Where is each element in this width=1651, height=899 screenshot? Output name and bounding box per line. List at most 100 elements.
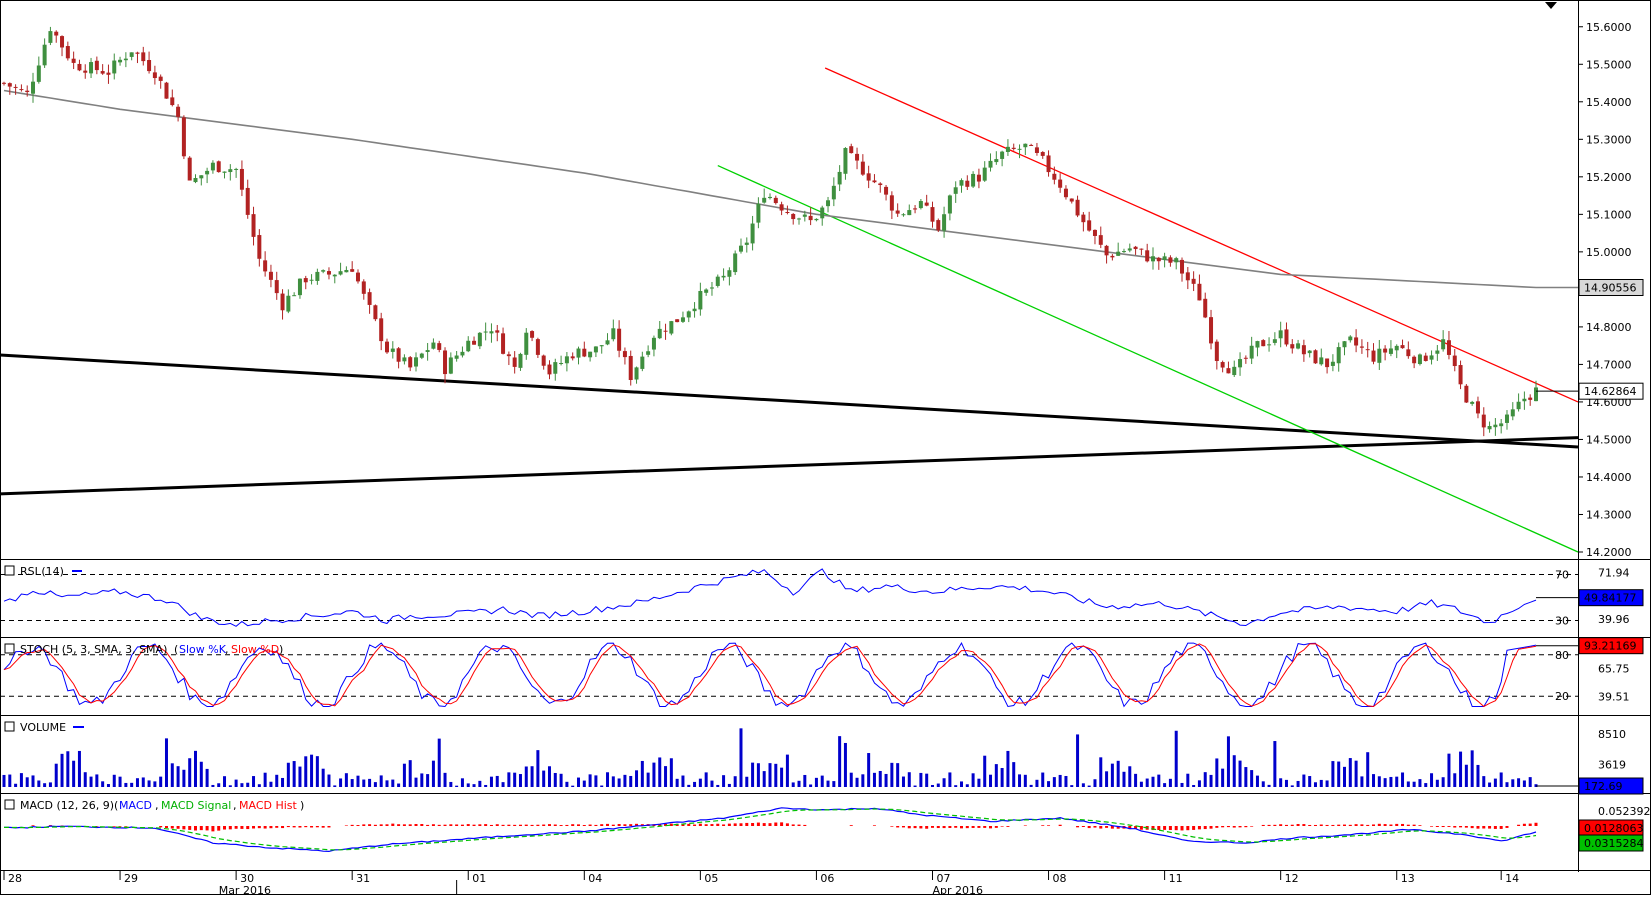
volume-bar (1035, 779, 1039, 787)
volume-bar (182, 769, 186, 787)
volume-bar (838, 736, 842, 787)
macd-hist-bar (1528, 823, 1532, 826)
candle-body (1359, 346, 1364, 348)
candle (947, 194, 952, 221)
candle (187, 156, 192, 181)
candle-body (1162, 256, 1167, 261)
volume-bar (431, 760, 435, 787)
macd-hist-bar (1453, 826, 1457, 828)
candle-body (1034, 147, 1039, 153)
candle-body (1180, 259, 1185, 274)
close-box-icon[interactable] (4, 565, 15, 576)
candle-body (826, 200, 831, 207)
candle-body (733, 253, 738, 273)
candle-body (123, 58, 128, 61)
macd-hist-bar (495, 824, 499, 826)
volume-bar (1302, 774, 1306, 787)
volume-bar (954, 785, 958, 787)
candle-body (1052, 173, 1057, 180)
candle (953, 181, 958, 203)
volume-bar (693, 781, 697, 787)
candle (205, 167, 210, 184)
volume-bar (1186, 773, 1190, 787)
volume-bar (1424, 783, 1428, 787)
candle (1226, 361, 1231, 374)
candle-body (1296, 343, 1301, 349)
close-box-icon[interactable] (4, 721, 15, 732)
candle-body (1441, 339, 1446, 350)
candle-body (1528, 397, 1533, 400)
candle-body (164, 82, 169, 99)
candle-body (779, 204, 784, 211)
macd-hist-bar (913, 826, 917, 829)
candle-body (1226, 368, 1231, 374)
volume-caption[interactable]: VOLUME (4, 721, 84, 734)
macd-hist-bar (524, 824, 528, 826)
price-panel: 15.6000 15.5000 15.4000 15.3000 15.2000 15.10… (0, 21, 1644, 559)
candle (1098, 226, 1103, 249)
volume-bar (484, 784, 488, 787)
macd-hist-bar (722, 824, 726, 826)
volume-bar (1134, 773, 1138, 787)
candle (872, 174, 877, 184)
candle (425, 343, 430, 361)
volume-bar (1348, 758, 1352, 787)
candle-body (1046, 155, 1051, 173)
candle-body (367, 292, 372, 305)
stoch-d-name: Slow %D (231, 643, 279, 656)
candle-body (48, 31, 53, 43)
candle (704, 288, 709, 296)
candle (524, 328, 529, 360)
candle-body (1005, 146, 1010, 152)
close-box-icon[interactable] (4, 643, 15, 654)
candle-body (628, 355, 633, 381)
volume-bar (1372, 774, 1376, 787)
scroll-marker-icon[interactable] (1545, 2, 1557, 9)
candle-body (947, 195, 952, 214)
candle-body (965, 180, 970, 187)
candle-body (1417, 354, 1422, 365)
volume-bar (414, 777, 418, 787)
volume-bar (507, 772, 511, 787)
macd-hist-bar (1290, 824, 1294, 826)
candle (1156, 256, 1161, 270)
candle (820, 205, 825, 226)
candle (634, 366, 639, 384)
svg-text:): ) (279, 643, 283, 656)
candle-body (547, 364, 552, 375)
candle (797, 217, 802, 225)
volume-bar (153, 781, 157, 787)
candle (1000, 150, 1005, 167)
candle (930, 201, 935, 228)
candle (1481, 407, 1486, 437)
macd-hist-bar (565, 824, 569, 826)
candle (617, 320, 622, 358)
macd-hist-bar (124, 826, 128, 827)
macd-hist-bar (449, 824, 453, 826)
macd-hist-bar (727, 823, 731, 826)
rsi-caption[interactable]: RSI (14) (4, 565, 82, 578)
candle-body (1284, 329, 1289, 345)
macd-hist-bar (739, 823, 743, 826)
price-tick-label: 15.2000 (1586, 171, 1632, 184)
macd-caption[interactable]: MACD (12, 26, 9) ( MACD , MACD Signal , … (4, 799, 304, 812)
candle-body (773, 197, 778, 204)
macd-signal-value-tag: 0.0315284 (1578, 834, 1644, 852)
candle (768, 193, 772, 200)
volume-bar (600, 785, 604, 787)
stoch-caption[interactable]: STOCH (5, 3, SMA, 3, SMA) ( Slow %K , Sl… (4, 643, 283, 656)
volume-bar (971, 773, 975, 787)
macd-hist-bar (431, 824, 435, 826)
candle-body (1063, 188, 1068, 198)
candle (1429, 350, 1434, 365)
volume-bar (246, 782, 250, 787)
macd-hist-bar (1197, 826, 1201, 830)
candle-body (71, 58, 76, 63)
macd-hist-bar (1354, 824, 1358, 826)
close-box-icon[interactable] (4, 799, 15, 810)
macd-hist-bar (971, 826, 975, 828)
macd-hist-bar (223, 826, 227, 830)
volume-bar (960, 781, 963, 787)
volume-bar (1313, 782, 1317, 787)
candle (1336, 342, 1341, 372)
